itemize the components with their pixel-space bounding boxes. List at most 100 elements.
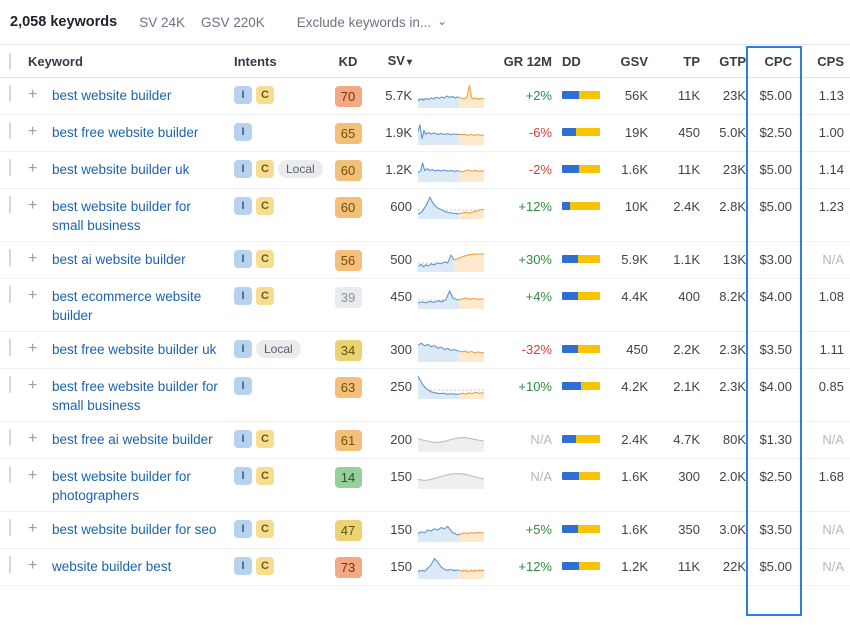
column-header-kd[interactable]: KD	[338, 53, 358, 69]
gr-value: +4%	[525, 289, 552, 304]
tp-value: 11K	[677, 162, 700, 177]
cps-value: 1.11	[819, 342, 844, 357]
column-header-dd[interactable]: DD	[562, 53, 581, 69]
kd-badge: 60	[334, 160, 362, 181]
column-header-sv[interactable]: SV ▾	[387, 52, 412, 68]
trend-sparkline-chart	[418, 162, 484, 182]
keyword-link[interactable]: best free ai website builder	[52, 432, 213, 447]
add-to-list-button[interactable]: +	[28, 250, 38, 267]
add-to-list-button[interactable]: +	[28, 430, 38, 447]
row-checkbox[interactable]	[9, 159, 11, 176]
row-checkbox[interactable]	[9, 249, 11, 266]
table-row: + best free website builder for small bu…	[0, 369, 850, 422]
keyword-link[interactable]: best website builder for photographers	[52, 469, 191, 503]
intent-badge-c: C	[256, 467, 274, 485]
keyword-link[interactable]: website builder best	[52, 559, 172, 574]
sv-value: 150	[390, 469, 412, 484]
gr-value: -6%	[528, 125, 552, 140]
intent-badge-i: I	[234, 123, 252, 141]
gr-value: +12%	[518, 559, 552, 574]
gr-value: +30%	[518, 252, 552, 267]
tp-value: 350	[678, 522, 700, 537]
column-header-gr12m[interactable]: GR 12M	[503, 53, 552, 69]
add-to-list-button[interactable]: +	[28, 123, 38, 140]
kd-badge: 34	[334, 340, 362, 361]
column-header-gtp[interactable]: GTP	[719, 53, 746, 69]
dd-bar-blue	[562, 255, 578, 263]
sv-value: 450	[390, 289, 412, 304]
row-checkbox[interactable]	[9, 122, 11, 139]
add-to-list-button[interactable]: +	[28, 160, 38, 177]
keyword-link[interactable]: best free website builder uk	[52, 342, 217, 357]
row-checkbox[interactable]	[9, 339, 11, 356]
gsv-value: 4.4K	[621, 289, 648, 304]
column-header-tp[interactable]: TP	[683, 53, 700, 69]
add-to-list-button[interactable]: +	[28, 86, 38, 103]
keyword-link[interactable]: best free website builder for small busi…	[52, 379, 218, 413]
cpc-value: $3.50	[759, 342, 792, 357]
keyword-link[interactable]: best website builder uk	[52, 162, 190, 177]
column-header-cpc[interactable]: CPC	[764, 53, 792, 69]
add-to-list-button[interactable]: +	[28, 520, 38, 537]
keyword-link[interactable]: best website builder	[52, 88, 172, 103]
gsv-value: 5.9K	[621, 252, 648, 267]
gr-value: -32%	[521, 342, 552, 357]
tp-value: 400	[678, 289, 700, 304]
row-checkbox[interactable]	[9, 466, 11, 483]
dd-bar-yellow	[579, 91, 600, 99]
exclude-keywords-dropdown[interactable]: Exclude keywords in... ⌄	[297, 15, 447, 30]
row-checkbox[interactable]	[9, 85, 11, 102]
sv-value: 1.2K	[385, 162, 412, 177]
add-to-list-button[interactable]: +	[28, 340, 38, 357]
keyword-link[interactable]: best ecommerce website builder	[52, 289, 202, 323]
keyword-link[interactable]: best website builder for seo	[52, 522, 217, 537]
keyword-link[interactable]: best free website builder	[52, 125, 199, 140]
row-checkbox[interactable]	[9, 429, 11, 446]
cpc-value: $5.00	[759, 199, 792, 214]
intent-badge-c: C	[256, 86, 274, 104]
intent-badge-i: I	[234, 160, 252, 178]
column-header-gsv[interactable]: GSV	[620, 53, 648, 69]
keyword-link[interactable]: best website builder for small business	[52, 199, 191, 233]
row-checkbox[interactable]	[9, 519, 11, 536]
keyword-link[interactable]: best ai website builder	[52, 252, 186, 267]
add-to-list-button[interactable]: +	[28, 557, 38, 574]
column-header-cps[interactable]: CPS	[817, 53, 844, 69]
dd-distribution-bar	[562, 91, 600, 99]
cps-value: N/A	[822, 252, 844, 267]
intent-badges: I	[234, 377, 330, 395]
gr-value: +12%	[518, 199, 552, 214]
add-to-list-button[interactable]: +	[28, 287, 38, 304]
gtp-value: 2.8K	[719, 199, 746, 214]
row-checkbox[interactable]	[9, 376, 11, 393]
toolbar: 2,058 keywords SV 24K GSV 220K Exclude k…	[0, 0, 850, 44]
add-to-list-button[interactable]: +	[28, 467, 38, 484]
cps-value: N/A	[822, 559, 844, 574]
dd-bar-blue	[562, 382, 581, 390]
dd-bar-yellow	[576, 435, 600, 443]
column-header-keyword[interactable]: Keyword	[28, 53, 83, 69]
cps-value: 1.23	[818, 199, 844, 214]
cpc-value: $4.00	[759, 289, 792, 304]
add-to-list-button[interactable]: +	[28, 377, 38, 394]
row-checkbox[interactable]	[9, 196, 11, 213]
cps-value: 1.08	[818, 289, 844, 304]
cpc-value: $2.50	[759, 125, 792, 140]
cpc-value: $5.00	[759, 162, 792, 177]
row-checkbox[interactable]	[9, 556, 11, 573]
gsv-value: 1.6K	[621, 469, 648, 484]
dd-bar-blue	[562, 435, 576, 443]
cpc-value: $3.00	[759, 252, 792, 267]
column-header-intents[interactable]: Intents	[234, 53, 277, 69]
add-to-list-button[interactable]: +	[28, 197, 38, 214]
gsv-value: 1.6K	[621, 162, 648, 177]
select-all-checkbox[interactable]	[9, 52, 11, 70]
row-checkbox[interactable]	[9, 286, 11, 303]
kd-badge: 70	[334, 86, 362, 107]
